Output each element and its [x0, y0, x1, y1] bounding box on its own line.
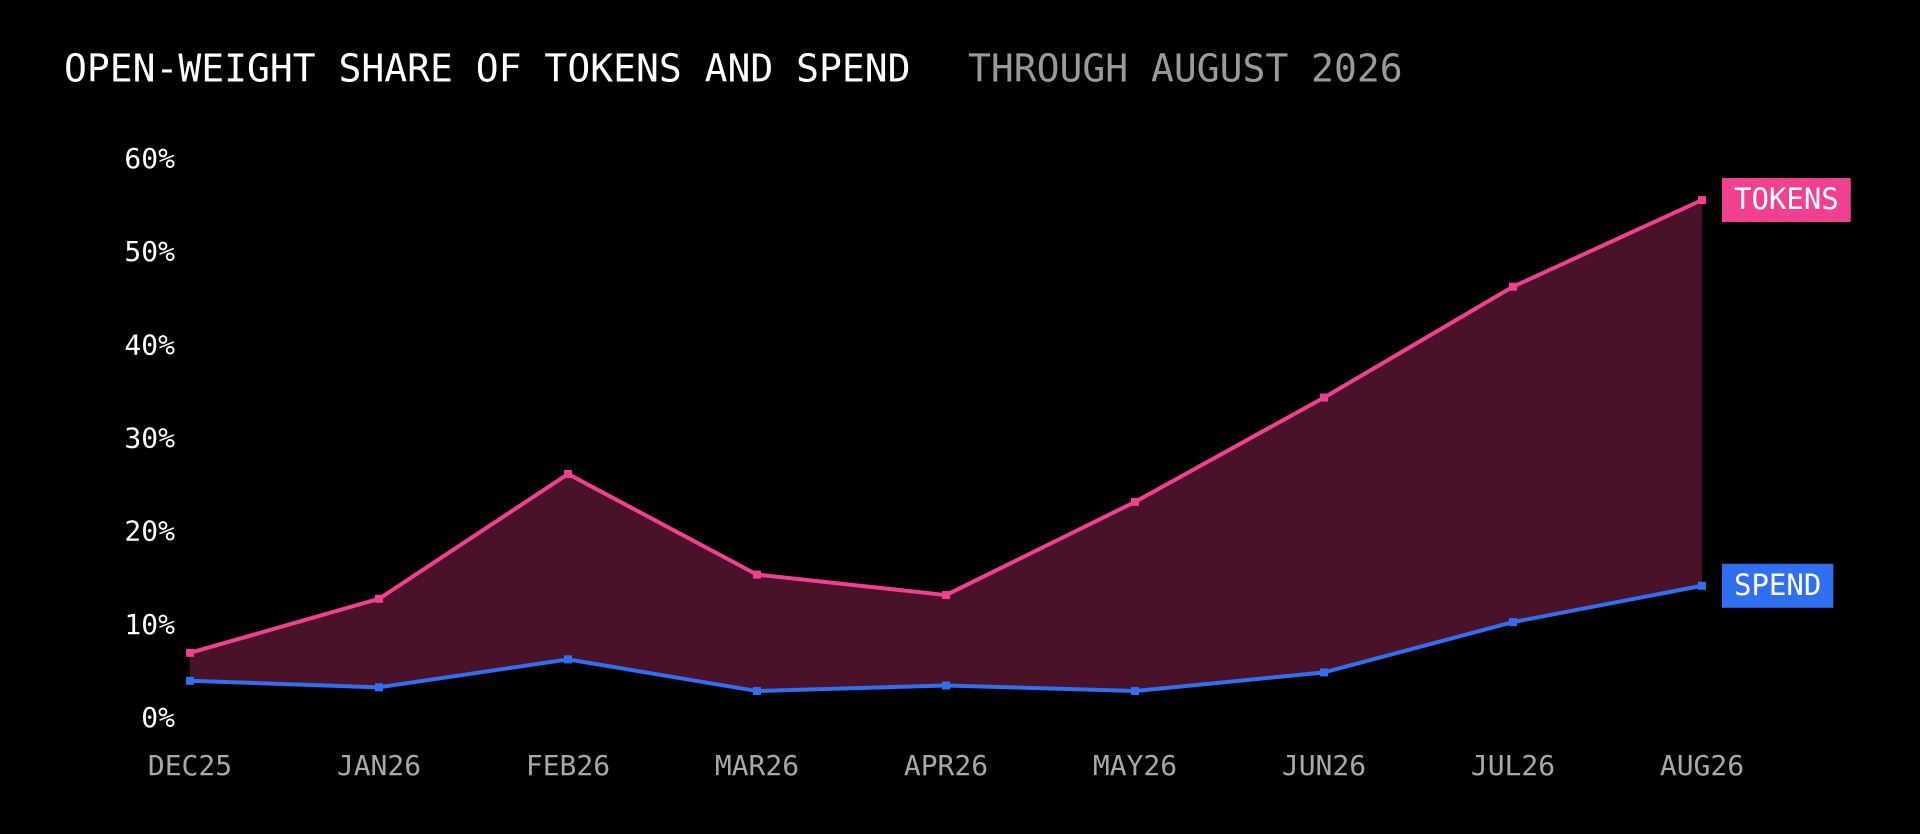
- x-tick-label: MAR26: [715, 749, 799, 782]
- point: [375, 683, 383, 692]
- point: [1698, 196, 1706, 205]
- x-tick-label: JUN26: [1282, 749, 1366, 782]
- point: [753, 687, 761, 696]
- legend-box: [1722, 178, 1851, 223]
- point: [186, 676, 194, 685]
- point: [1509, 618, 1517, 627]
- y-tick-label: 0%: [141, 701, 175, 734]
- x-tick-label: JAN26: [337, 749, 421, 782]
- legend-item: TOKENS: [1722, 178, 1851, 223]
- point: [564, 655, 572, 664]
- point: [753, 570, 761, 579]
- point: [1131, 687, 1139, 696]
- point: [1131, 497, 1139, 506]
- legend-box: [1722, 563, 1834, 608]
- point: [186, 648, 194, 657]
- legend-label: SPEND: [1734, 568, 1821, 602]
- x-tick-label: FEB26: [526, 749, 610, 782]
- x-tick-label: AUG26: [1660, 749, 1744, 782]
- y-tick-label: 10%: [124, 608, 175, 641]
- x-tick-label: APR26: [904, 749, 988, 782]
- point: [1320, 393, 1328, 402]
- y-tick-label: 60%: [124, 142, 175, 175]
- point: [1320, 668, 1328, 677]
- chart-title: OPEN-WEIGHT SHARE OF TOKENS AND SPEND: [64, 47, 910, 91]
- point: [942, 591, 950, 600]
- y-tick-label: 30%: [124, 422, 175, 455]
- x-tick-label: MAY26: [1093, 749, 1177, 782]
- legend-item: SPEND: [1722, 563, 1834, 608]
- y-tick-label: 20%: [124, 515, 175, 548]
- point: [1698, 581, 1706, 590]
- gap-area: [190, 200, 1702, 692]
- x-tick-label: DEC25: [148, 749, 232, 782]
- point: [375, 594, 383, 603]
- y-tick-label: 50%: [124, 235, 175, 268]
- y-tick-label: 40%: [124, 328, 175, 361]
- point: [1509, 282, 1517, 291]
- x-tick-label: JUL26: [1471, 749, 1555, 782]
- chart-subtitle: THROUGH AUGUST 2026: [968, 47, 1403, 91]
- legend-label: TOKENS: [1734, 182, 1839, 216]
- point: [564, 469, 572, 478]
- point: [942, 681, 950, 690]
